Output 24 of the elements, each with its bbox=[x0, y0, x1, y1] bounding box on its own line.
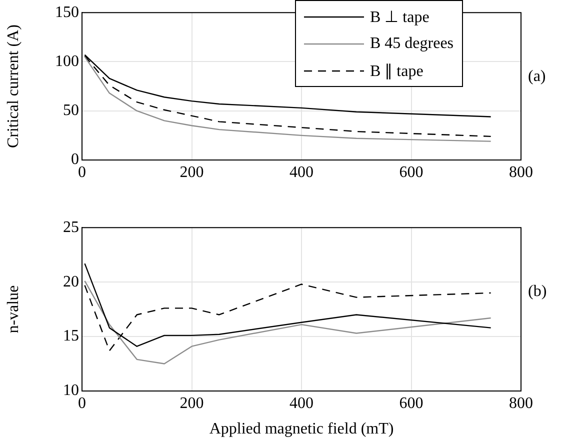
y-tick-label: 10 bbox=[63, 382, 79, 400]
x-tick-label: 600 bbox=[399, 164, 424, 181]
legend-label: B 45 degrees bbox=[370, 34, 454, 52]
text: (b) bbox=[528, 283, 547, 301]
y-tick-label: 25 bbox=[63, 218, 79, 236]
x-tick-label: 200 bbox=[180, 394, 204, 412]
y-tick-label: 15 bbox=[63, 328, 79, 345]
x-tick-label: 800 bbox=[509, 164, 533, 181]
x-tick-label: 400 bbox=[290, 394, 314, 412]
text: (a) bbox=[528, 68, 546, 86]
y-tick-label: 0 bbox=[71, 151, 79, 168]
legend-label: B ∥ tape bbox=[370, 62, 424, 80]
x-tick-label: 200 bbox=[180, 164, 204, 181]
y-axis-title: n-value bbox=[4, 285, 22, 334]
x-tick-label: 400 bbox=[290, 164, 314, 181]
legend-label: B ⊥ tape bbox=[370, 8, 430, 26]
y-tick-label: 150 bbox=[55, 4, 79, 21]
y-tick-label: 50 bbox=[63, 102, 79, 120]
x-tick-label: 600 bbox=[399, 394, 424, 412]
y-tick-label: 20 bbox=[63, 273, 79, 290]
y-tick-label: 100 bbox=[55, 52, 79, 70]
x-tick-label: 800 bbox=[509, 394, 533, 412]
y-axis-title: Critical current (A) bbox=[4, 24, 22, 148]
x-axis-title: Applied magnetic field (mT) bbox=[209, 420, 394, 438]
